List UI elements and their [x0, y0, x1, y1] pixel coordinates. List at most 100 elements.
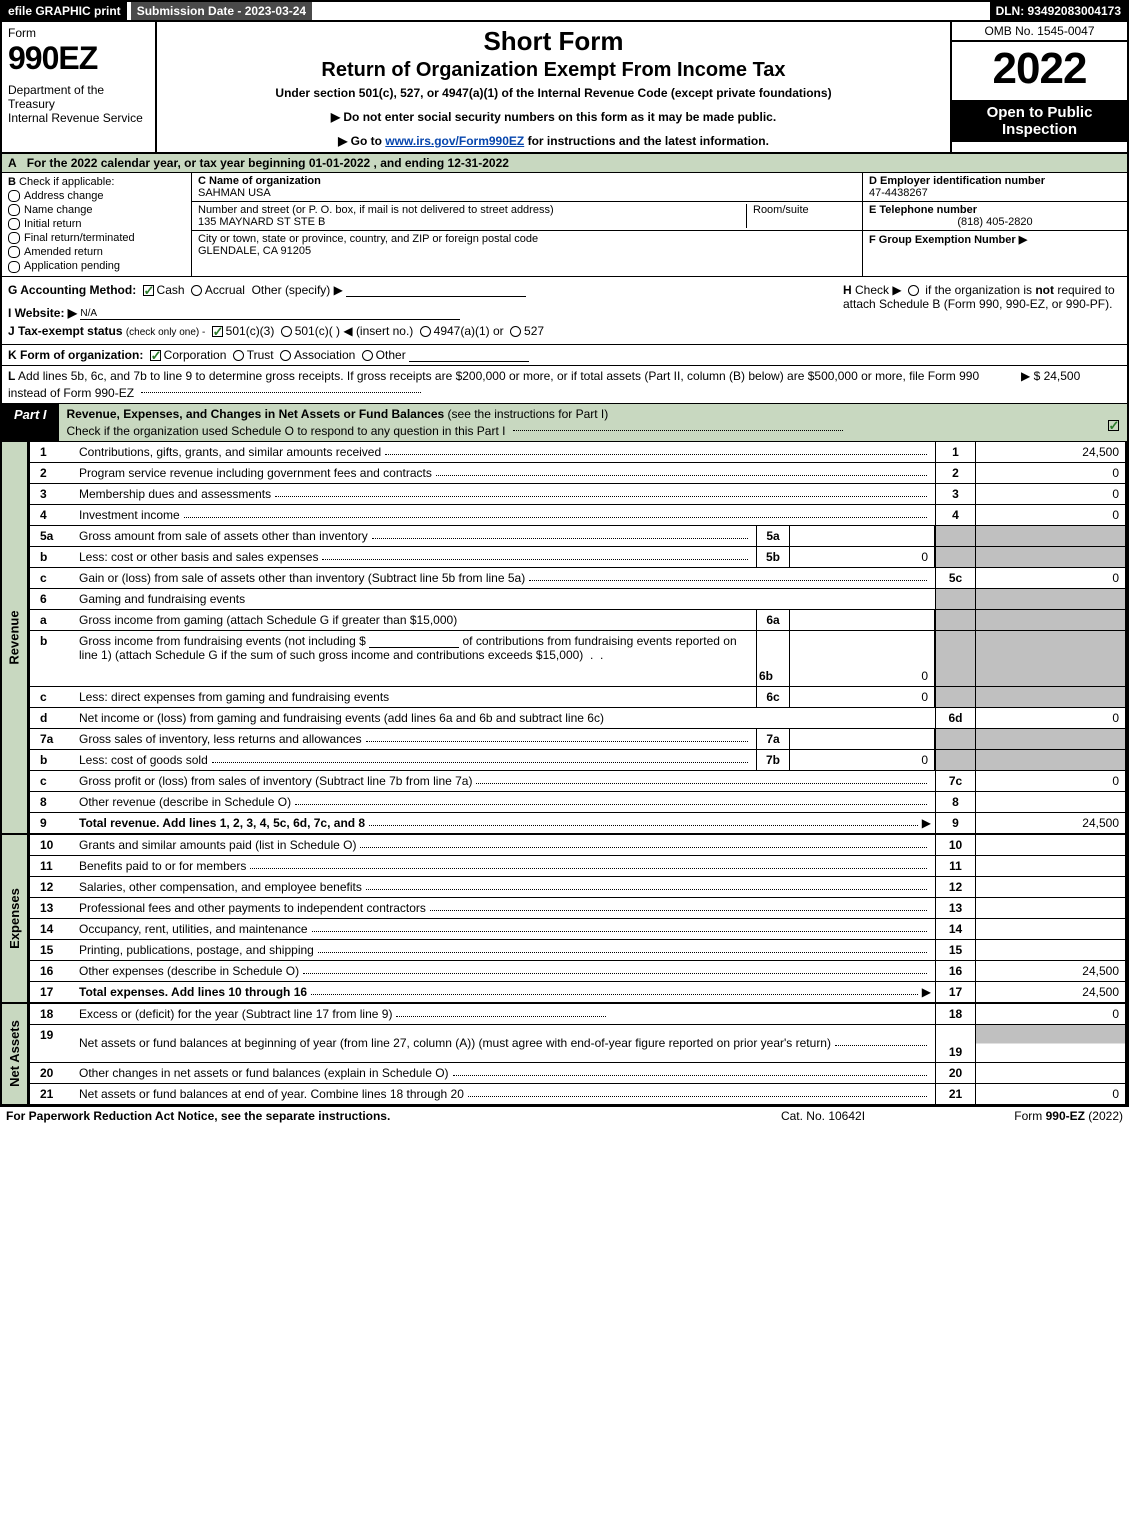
line-2: 2 Program service revenue including gove…: [28, 463, 1127, 484]
header-middle: Short Form Return of Organization Exempt…: [157, 22, 952, 152]
line-i: I Website: ▶ N/A: [8, 305, 831, 320]
print-label[interactable]: efile GRAPHIC print: [2, 2, 127, 20]
chk-h[interactable]: [908, 285, 919, 296]
box-b: B Check if applicable: Address change Na…: [2, 173, 192, 276]
chk-application-pending[interactable]: Application pending: [8, 260, 185, 272]
part1-check-text: Check if the organization used Schedule …: [67, 424, 506, 438]
org-city: GLENDALE, CA 91205: [198, 245, 311, 257]
chk-4947[interactable]: [420, 326, 431, 337]
line-l-amt: 24,500: [1044, 369, 1081, 383]
chk-address-change[interactable]: Address change: [8, 190, 185, 202]
chk-initial-return[interactable]: Initial return: [8, 218, 185, 230]
chk-cash[interactable]: [143, 285, 154, 296]
org-street: 135 MAYNARD ST STE B: [198, 216, 325, 228]
line-k: K Form of organization: Corporation Trus…: [0, 345, 1129, 366]
line-a-text: For the 2022 calendar year, or tax year …: [27, 156, 509, 170]
vtab-revenue: Revenue: [2, 442, 28, 833]
line-3-desc: Membership dues and assessments: [79, 487, 271, 501]
spacer: [312, 2, 989, 20]
line-7a-subamt: [790, 729, 935, 749]
line-12-amt: [975, 877, 1125, 897]
chk-corporation[interactable]: [150, 350, 161, 361]
d-ein-label: D Employer identification number: [869, 175, 1045, 187]
line-14-amt: [975, 919, 1125, 939]
line-5b-subamt: 0: [790, 547, 935, 567]
line-13-amt: [975, 898, 1125, 918]
g-other: Other (specify) ▶: [252, 283, 343, 297]
tax-year: 2022: [952, 42, 1127, 100]
line-4-desc: Investment income: [79, 508, 180, 522]
line-17-amt: 24,500: [975, 982, 1125, 1002]
org-name: SAHMAN USA: [198, 187, 271, 199]
line-16-desc: Other expenses (describe in Schedule O): [79, 964, 299, 978]
line-14-desc: Occupancy, rent, utilities, and maintena…: [79, 922, 308, 936]
part1-header: Part I Revenue, Expenses, and Changes in…: [0, 404, 1129, 442]
line-17: 17 Total expenses. Add lines 10 through …: [28, 982, 1127, 1002]
page-footer: For Paperwork Reduction Act Notice, see …: [0, 1106, 1129, 1125]
line-k-label: K Form of organization:: [8, 348, 143, 362]
header-left: Form 990EZ Department of the Treasury In…: [2, 22, 157, 152]
line-j: J Tax-exempt status (check only one) - 5…: [8, 324, 831, 338]
g-other-field[interactable]: [346, 296, 526, 297]
line-7a: 7a Gross sales of inventory, less return…: [28, 729, 1127, 750]
chk-association[interactable]: [280, 350, 291, 361]
line-15-amt: [975, 940, 1125, 960]
line-20-desc: Other changes in net assets or fund bala…: [79, 1066, 449, 1080]
line-7a-desc: Gross sales of inventory, less returns a…: [79, 732, 362, 746]
irs-link[interactable]: www.irs.gov/Form990EZ: [385, 134, 524, 148]
part1-checkbox-cell: [1099, 404, 1127, 441]
chk-other[interactable]: [362, 350, 373, 361]
line-19-desc: Net assets or fund balances at beginning…: [79, 1036, 831, 1050]
part1-title-sub: (see the instructions for Part I): [448, 407, 609, 421]
ghij-block: G Accounting Method: Cash Accrual Other …: [0, 277, 1129, 345]
chk-name-change[interactable]: Name change: [8, 204, 185, 216]
line-6b-subamt: 0: [790, 631, 935, 686]
line-9-desc: Total revenue. Add lines 1, 2, 3, 4, 5c,…: [79, 816, 365, 830]
box-b-heading: Check if applicable:: [19, 176, 114, 188]
netassets-block: Net Assets 18 Excess or (deficit) for th…: [0, 1004, 1129, 1106]
line-13: 13 Professional fees and other payments …: [28, 898, 1127, 919]
note-goto: ▶ Go to www.irs.gov/Form990EZ for instru…: [165, 134, 942, 148]
line-7b-subamt: 0: [790, 750, 935, 770]
line-1-desc: Contributions, gifts, grants, and simila…: [79, 445, 381, 459]
line-2-desc: Program service revenue including govern…: [79, 466, 432, 480]
line-8: 8 Other revenue (describe in Schedule O)…: [28, 792, 1127, 813]
chk-501c[interactable]: [281, 326, 292, 337]
line-7b: b Less: cost of goods sold 7b 0: [28, 750, 1127, 771]
line-21: 21 Net assets or fund balances at end of…: [28, 1084, 1127, 1104]
line-7c-desc: Gross profit or (loss) from sales of inv…: [79, 774, 472, 788]
j-501c3: 501(c)(3): [226, 324, 275, 338]
line-h-label: H: [843, 283, 852, 297]
line-h-pre: Check ▶: [855, 283, 905, 297]
line-6c-subamt: 0: [790, 687, 935, 707]
line-10: 10 Grants and similar amounts paid (list…: [28, 835, 1127, 856]
box-def: D Employer identification number 47-4438…: [862, 173, 1127, 276]
chk-527[interactable]: [510, 326, 521, 337]
line-6b-desc1: Gross income from fundraising events (no…: [79, 634, 366, 648]
part1-title-main: Revenue, Expenses, and Changes in Net As…: [67, 407, 445, 421]
note-ssn: ▶ Do not enter social security numbers o…: [165, 110, 942, 124]
submission-date: Submission Date - 2023-03-24: [127, 2, 312, 20]
line-g-label: G Accounting Method:: [8, 283, 136, 297]
part1-schedule-o-check[interactable]: [1108, 420, 1119, 431]
line-21-amt: 0: [975, 1084, 1125, 1104]
line-10-desc: Grants and similar amounts paid (list in…: [79, 838, 356, 852]
line-g: G Accounting Method: Cash Accrual Other …: [8, 283, 831, 297]
line-6c-desc: Less: direct expenses from gaming and fu…: [79, 690, 389, 704]
chk-501c3[interactable]: [212, 326, 223, 337]
chk-accrual[interactable]: [191, 285, 202, 296]
k-other-field[interactable]: [409, 361, 529, 362]
chk-final-return[interactable]: Final return/terminated: [8, 232, 185, 244]
arrow-icon: [922, 985, 931, 999]
line-15-desc: Printing, publications, postage, and shi…: [79, 943, 314, 957]
line-h-post: if the organization is: [922, 283, 1035, 297]
dln-label: DLN: 93492083004173: [990, 2, 1127, 20]
chk-trust[interactable]: [233, 350, 244, 361]
line-11: 11 Benefits paid to or for members 11: [28, 856, 1127, 877]
chk-amended-return[interactable]: Amended return: [8, 246, 185, 258]
line-5c-desc: Gain or (loss) from sale of assets other…: [79, 571, 525, 585]
note-goto-post: for instructions and the latest informat…: [524, 134, 769, 148]
box-c: C Name of organization SAHMAN USA Number…: [192, 173, 862, 276]
arrow-icon: [922, 816, 931, 830]
line-h-not: not: [1035, 283, 1054, 297]
